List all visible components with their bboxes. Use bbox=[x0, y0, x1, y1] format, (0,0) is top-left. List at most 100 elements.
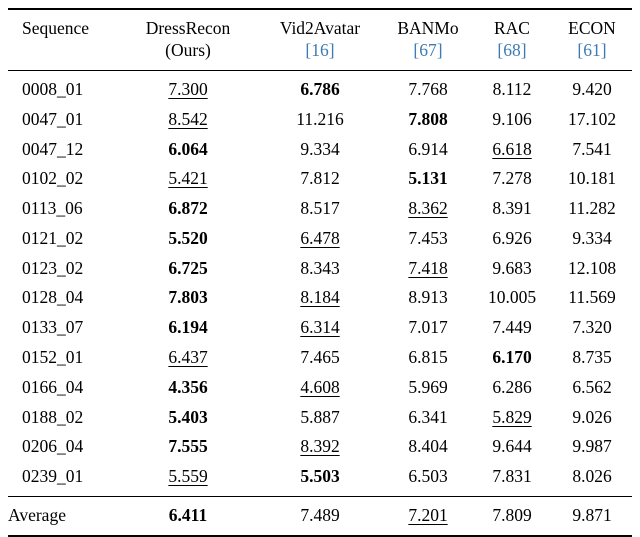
value-cell: 5.421 bbox=[168, 168, 208, 189]
value-cell: 8.392 bbox=[300, 436, 340, 457]
table-header: Sequence DressRecon Vid2Avatar BANMo RAC ECON… bbox=[8, 9, 632, 71]
sequence-cell: 0206_04 bbox=[22, 436, 84, 457]
value-cell: 8.184 bbox=[300, 287, 340, 308]
citation-link-rac[interactable]: [68] bbox=[472, 40, 552, 71]
value-cell: 12.108 bbox=[567, 257, 617, 278]
value-cell: 9.644 bbox=[492, 436, 532, 457]
value-cell: 7.541 bbox=[572, 138, 612, 159]
header-row-main: Sequence DressRecon Vid2Avatar BANMo RAC ECON bbox=[8, 9, 632, 40]
value-cell: 6.194 bbox=[168, 317, 208, 338]
sequence-cell: 0102_02 bbox=[22, 168, 84, 189]
table-row: 0133_07 6.194 6.314 7.017 7.449 7.320 bbox=[8, 313, 632, 343]
table-row: 0128_04 7.803 8.184 8.913 10.005 11.569 bbox=[8, 283, 632, 313]
value-cell: 7.449 bbox=[492, 317, 532, 338]
value-cell: 8.735 bbox=[572, 347, 612, 368]
value-cell: 6.872 bbox=[168, 198, 208, 219]
value-cell: 5.829 bbox=[492, 406, 532, 427]
value-cell: 8.026 bbox=[572, 466, 612, 487]
column-subheader-dressrecon: (Ours) bbox=[120, 40, 256, 71]
value-cell: 8.913 bbox=[408, 287, 448, 308]
column-header-banmo: BANMo bbox=[397, 18, 459, 38]
value-cell: 6.411 bbox=[120, 496, 256, 537]
column-header-sequence: Sequence bbox=[22, 18, 90, 38]
sequence-cell: 0128_04 bbox=[22, 287, 84, 308]
table-row: 0047_12 6.064 9.334 6.914 6.618 7.541 bbox=[8, 134, 632, 164]
value-cell: 7.555 bbox=[168, 436, 208, 457]
value-cell: 6.341 bbox=[408, 406, 448, 427]
table-row: 0047_01 8.542 11.216 7.808 9.106 17.102 bbox=[8, 104, 632, 134]
citation-link-banmo[interactable]: [67] bbox=[384, 40, 472, 71]
value-cell: 8.404 bbox=[408, 436, 448, 457]
value-cell: 6.815 bbox=[408, 347, 448, 368]
value-cell: 5.887 bbox=[300, 406, 340, 427]
sequence-cell: 0047_01 bbox=[22, 108, 84, 129]
value-cell: 9.106 bbox=[492, 108, 532, 129]
sequence-cell: 0166_04 bbox=[22, 376, 84, 397]
value-cell: 5.520 bbox=[168, 227, 208, 248]
column-header-econ: ECON bbox=[568, 18, 616, 38]
value-cell: 9.987 bbox=[572, 436, 612, 457]
value-cell: 7.803 bbox=[168, 287, 208, 308]
value-cell: 6.478 bbox=[300, 227, 340, 248]
header-row-sub: (Ours) [16] [67] [68] [61] bbox=[8, 40, 632, 71]
sequence-cell: 0152_01 bbox=[22, 347, 84, 368]
value-cell: 6.914 bbox=[408, 138, 448, 159]
value-cell: 7.768 bbox=[408, 79, 448, 99]
value-cell: 5.403 bbox=[168, 406, 208, 427]
value-cell: 7.453 bbox=[408, 227, 448, 248]
value-cell: 11.569 bbox=[568, 287, 616, 308]
column-header-dressrecon: DressRecon bbox=[145, 18, 231, 38]
sequence-cell: 0239_01 bbox=[22, 466, 84, 487]
value-cell: 6.286 bbox=[492, 376, 532, 397]
value-cell: 8.343 bbox=[300, 257, 340, 278]
citation-link-vid2avatar[interactable]: [16] bbox=[256, 40, 384, 71]
value-cell: 6.725 bbox=[168, 257, 208, 278]
value-cell: 7.017 bbox=[408, 317, 448, 338]
table-row: 0206_04 7.555 8.392 8.404 9.644 9.987 bbox=[8, 432, 632, 462]
citation-link-econ[interactable]: [61] bbox=[552, 40, 632, 71]
value-cell: 4.356 bbox=[168, 376, 208, 397]
value-cell: 7.809 bbox=[472, 496, 552, 537]
results-table: Sequence DressRecon Vid2Avatar BANMo RAC ECON… bbox=[8, 8, 632, 537]
value-cell: 7.812 bbox=[300, 168, 340, 189]
column-subheader-sequence bbox=[8, 40, 120, 71]
value-cell: 5.559 bbox=[168, 466, 208, 487]
sequence-cell: 0047_12 bbox=[22, 138, 84, 159]
sequence-cell: 0008_01 bbox=[22, 79, 84, 99]
value-cell: 6.064 bbox=[168, 138, 208, 159]
value-cell: 7.831 bbox=[492, 466, 532, 487]
value-cell: 6.437 bbox=[168, 347, 208, 368]
table-row: 0102_02 5.421 7.812 5.131 7.278 10.181 bbox=[8, 164, 632, 194]
value-cell: 10.181 bbox=[567, 168, 617, 189]
value-cell: 5.131 bbox=[408, 168, 448, 189]
table-row: 0239_01 5.559 5.503 6.503 7.831 8.026 bbox=[8, 462, 632, 497]
value-cell: 4.608 bbox=[300, 376, 340, 397]
table-row: 0121_02 5.520 6.478 7.453 6.926 9.334 bbox=[8, 224, 632, 254]
value-cell: 11.216 bbox=[296, 108, 344, 129]
value-cell: 9.334 bbox=[300, 138, 340, 159]
value-cell: 7.808 bbox=[408, 108, 448, 129]
value-cell: 6.314 bbox=[300, 317, 340, 338]
value-cell: 7.278 bbox=[492, 168, 532, 189]
average-row: Average 6.411 7.489 7.201 7.809 9.871 bbox=[8, 496, 632, 537]
value-cell: 17.102 bbox=[567, 108, 617, 129]
sequence-cell: 0113_06 bbox=[22, 198, 83, 219]
table-row: 0152_01 6.437 7.465 6.815 6.170 8.735 bbox=[8, 343, 632, 373]
value-cell: 8.517 bbox=[300, 198, 340, 219]
value-cell: 6.503 bbox=[408, 466, 448, 487]
sequence-cell: 0133_07 bbox=[22, 317, 84, 338]
value-cell: 8.542 bbox=[168, 108, 208, 129]
value-cell: 6.926 bbox=[492, 227, 532, 248]
value-cell: 7.465 bbox=[300, 347, 340, 368]
value-cell: 8.112 bbox=[492, 79, 532, 99]
table-row: 0113_06 6.872 8.517 8.362 8.391 11.282 bbox=[8, 194, 632, 224]
value-cell: 7.201 bbox=[384, 496, 472, 537]
value-cell: 8.391 bbox=[492, 198, 532, 219]
value-cell: 7.320 bbox=[572, 317, 612, 338]
value-cell: 9.683 bbox=[492, 257, 532, 278]
value-cell: 8.362 bbox=[408, 198, 448, 219]
table-foot: Average 6.411 7.489 7.201 7.809 9.871 bbox=[8, 496, 632, 537]
value-cell: 9.334 bbox=[572, 227, 612, 248]
sequence-cell: Average bbox=[8, 496, 120, 537]
